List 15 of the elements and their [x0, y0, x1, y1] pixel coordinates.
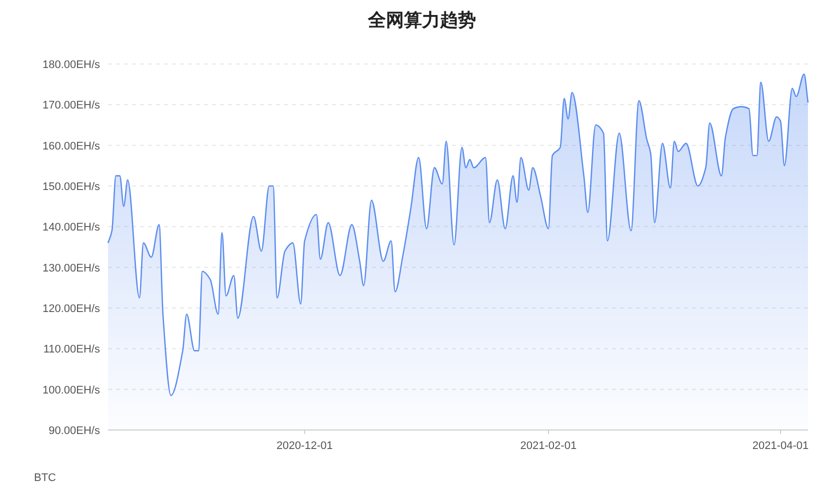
y-tick-label: 140.00EH/s — [42, 222, 100, 234]
y-tick-label: 180.00EH/s — [42, 59, 100, 71]
x-tick-label: 2021-04-01 — [752, 440, 809, 452]
y-tick-label: 160.00EH/s — [42, 140, 100, 152]
text: BTC — [34, 472, 56, 484]
y-tick-label: 90.00EH/s — [48, 425, 100, 437]
y-tick-label: 170.00EH/s — [42, 100, 100, 112]
y-tick-label: 120.00EH/s — [42, 303, 100, 315]
x-tick-label: 2021-02-01 — [520, 440, 577, 452]
chart-title: 全网算力趋势 — [367, 10, 476, 30]
y-tick-label: 110.00EH/s — [43, 344, 100, 356]
x-tick-label: 2020-12-01 — [276, 440, 333, 452]
y-tick-label: 150.00EH/s — [42, 181, 100, 193]
y-tick-label: 130.00EH/s — [42, 262, 100, 274]
y-tick-label: 100.00EH/s — [42, 384, 100, 396]
